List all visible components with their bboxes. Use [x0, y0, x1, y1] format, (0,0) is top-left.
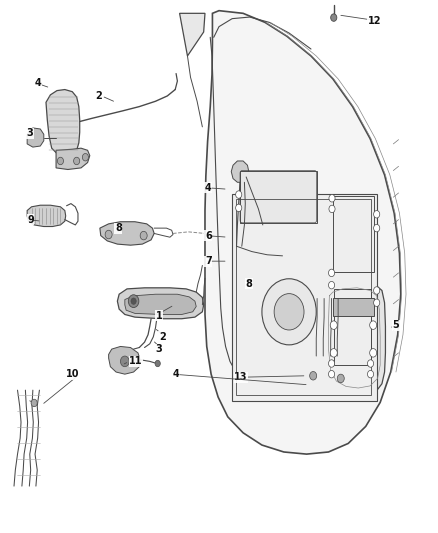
Circle shape [31, 399, 37, 407]
Polygon shape [117, 288, 204, 319]
Polygon shape [324, 281, 385, 399]
Circle shape [331, 14, 337, 21]
Text: 4: 4 [173, 369, 180, 379]
Circle shape [367, 370, 374, 378]
Text: 3: 3 [26, 128, 33, 138]
Circle shape [337, 374, 344, 383]
Text: 3: 3 [155, 344, 162, 354]
Bar [333, 298, 374, 316]
Circle shape [367, 360, 374, 367]
Bar [232, 194, 377, 401]
Circle shape [105, 230, 112, 239]
Polygon shape [254, 264, 291, 281]
Circle shape [74, 157, 80, 165]
Polygon shape [27, 128, 44, 147]
Circle shape [329, 205, 335, 213]
Circle shape [370, 349, 377, 357]
Text: 2: 2 [95, 91, 102, 101]
Polygon shape [125, 294, 196, 314]
Circle shape [328, 269, 335, 277]
Circle shape [329, 195, 335, 202]
Circle shape [328, 281, 335, 289]
Text: 13: 13 [234, 373, 248, 382]
Circle shape [82, 154, 88, 161]
Circle shape [236, 191, 242, 198]
Text: 4: 4 [35, 78, 42, 87]
Text: 7: 7 [205, 256, 212, 266]
Circle shape [128, 295, 139, 308]
Circle shape [120, 356, 129, 367]
Polygon shape [231, 161, 249, 182]
Text: 6: 6 [205, 231, 212, 240]
Polygon shape [100, 222, 154, 245]
Circle shape [330, 321, 337, 329]
Circle shape [374, 299, 380, 306]
Circle shape [370, 321, 377, 329]
Polygon shape [180, 13, 205, 56]
Circle shape [274, 294, 304, 330]
Bar [334, 289, 371, 365]
Polygon shape [205, 11, 401, 454]
Text: 8: 8 [245, 279, 252, 288]
Text: 4: 4 [205, 183, 212, 192]
Polygon shape [56, 148, 90, 169]
Text: 12: 12 [367, 17, 381, 26]
Text: 11: 11 [129, 357, 143, 366]
Circle shape [131, 298, 136, 304]
Text: 5: 5 [393, 320, 399, 330]
Bar [240, 171, 317, 223]
Text: 1: 1 [155, 311, 162, 320]
Circle shape [374, 224, 380, 232]
Circle shape [140, 231, 147, 240]
Bar [236, 199, 371, 395]
Text: 9: 9 [27, 215, 34, 224]
Polygon shape [307, 356, 350, 394]
Circle shape [328, 370, 335, 378]
Circle shape [262, 279, 316, 345]
Circle shape [155, 360, 160, 367]
Bar [333, 196, 374, 272]
Circle shape [374, 211, 380, 218]
Circle shape [330, 349, 337, 357]
Text: 8: 8 [115, 223, 122, 233]
Circle shape [57, 157, 64, 165]
Polygon shape [46, 90, 80, 156]
Circle shape [328, 360, 335, 367]
Circle shape [374, 287, 380, 294]
Text: 2: 2 [159, 332, 166, 342]
Polygon shape [27, 205, 66, 227]
Circle shape [310, 372, 317, 380]
Circle shape [236, 204, 242, 212]
Text: 10: 10 [66, 369, 80, 379]
Polygon shape [109, 346, 140, 374]
